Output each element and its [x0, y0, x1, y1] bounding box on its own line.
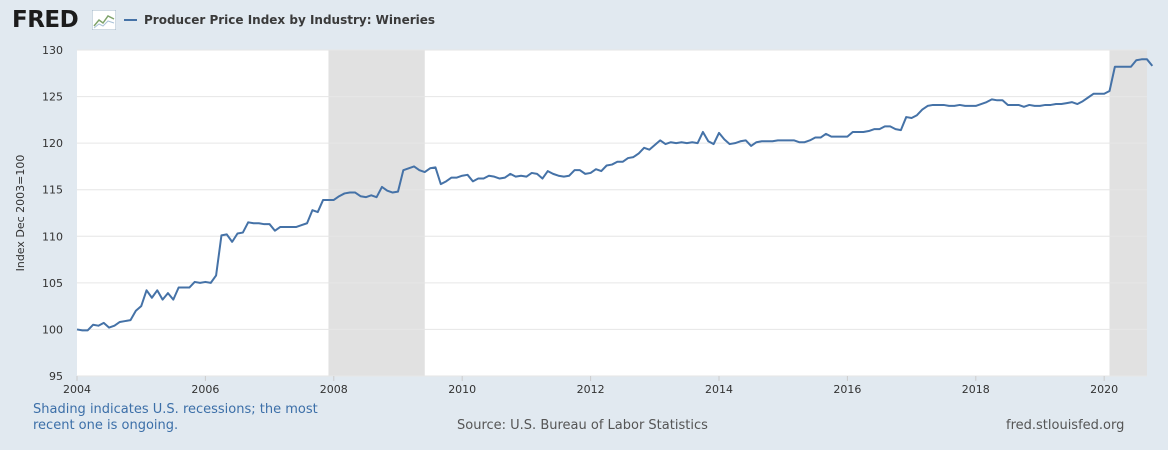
recession-band [328, 50, 425, 376]
chart-legend: Producer Price Index by Industry: Wineri… [124, 12, 435, 28]
x-tick-label: 2012 [577, 383, 605, 396]
series-line [76, 58, 1154, 332]
legend-label: Producer Price Index by Industry: Wineri… [144, 13, 436, 27]
y-tick-label: 130 [42, 44, 63, 57]
legend-swatch [124, 19, 137, 21]
x-axis-ticks: 2004 2006 2008 2010 2012 2014 2016 2018 2020 [63, 376, 1118, 396]
x-tick-label: 2010 [448, 383, 476, 396]
line-chart: 95 100 105 110 115 120 125 130 2004 2006 2008 2010… [14, 44, 1154, 396]
fred-logo-chart-icon [92, 10, 116, 30]
recession-note: Shading indicates U.S. recessions; the m… [33, 402, 318, 433]
recession-band [1109, 50, 1147, 376]
y-tick-label: 105 [42, 277, 63, 290]
site-link[interactable]: fred.stlouisfed.org [1006, 418, 1125, 433]
x-tick-label: 2006 [191, 383, 219, 396]
x-tick-label: 2014 [705, 383, 733, 396]
y-tick-label: 95 [49, 370, 63, 383]
y-tick-label: 110 [42, 230, 63, 243]
y-axis-label: Index Dec 2003=100 [14, 155, 27, 272]
x-tick-label: 2016 [833, 383, 861, 396]
fred-logo[interactable]: FRED [12, 6, 122, 34]
y-axis-ticks: 95 100 105 110 115 120 125 130 [42, 44, 63, 383]
y-tick-label: 100 [42, 323, 63, 336]
plot-area [77, 50, 1147, 376]
gridlines [77, 49, 1147, 377]
x-tick-label: 2004 [63, 383, 91, 396]
y-tick-label: 125 [42, 91, 63, 104]
x-tick-label: 2018 [962, 383, 990, 396]
logo-text: FRED [12, 7, 79, 33]
x-tick-label: 2020 [1090, 383, 1118, 396]
recession-shading [328, 50, 1147, 376]
source-note: Source: U.S. Bureau of Labor Statistics [457, 418, 708, 433]
y-tick-label: 115 [42, 184, 63, 197]
y-tick-label: 120 [42, 137, 63, 150]
x-tick-label: 2008 [320, 383, 348, 396]
